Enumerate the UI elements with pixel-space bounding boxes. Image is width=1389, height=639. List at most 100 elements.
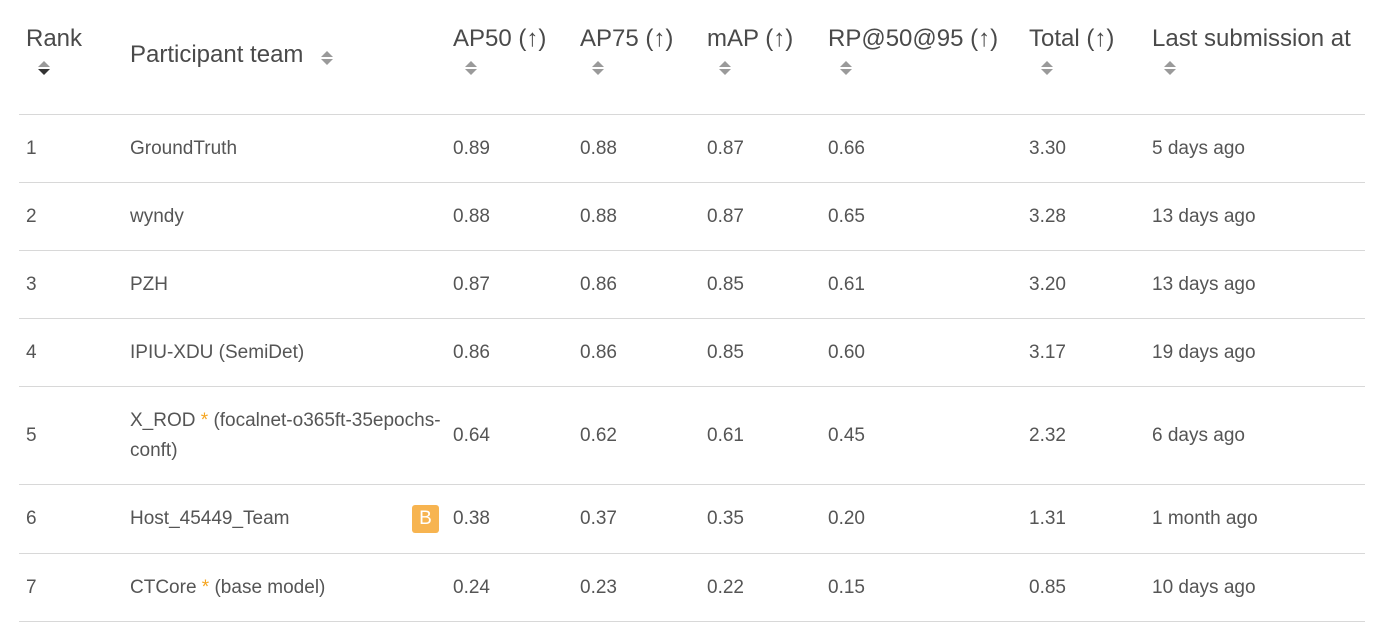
rp-cell: 0.15 — [821, 553, 1022, 622]
map-cell: 0.61 — [700, 386, 821, 485]
column-header-rp[interactable]: RP@50@95 (↑) — [821, 0, 1022, 115]
sort-icon[interactable] — [321, 50, 334, 66]
sort-icon[interactable] — [1041, 60, 1053, 76]
ap50-cell: 0.87 — [446, 250, 573, 319]
rp-cell: 0.20 — [821, 484, 1022, 554]
team-note: (base model) — [214, 576, 326, 598]
rp-cell: 0.61 — [821, 250, 1022, 319]
ap75-cell: 0.37 — [573, 484, 700, 554]
column-header-team[interactable]: Participant team — [123, 0, 446, 115]
map-cell: 0.85 — [700, 318, 821, 387]
sort-icon[interactable] — [840, 60, 852, 76]
team-cell: Host_45449_Team B — [123, 484, 446, 554]
team-cell: wyndy — [123, 182, 446, 251]
column-header-label: AP50 (↑) — [453, 25, 547, 52]
column-header-map[interactable]: mAP (↑) — [700, 0, 821, 115]
star-marker: * — [201, 576, 210, 598]
ap75-cell: 0.62 — [573, 386, 700, 485]
team-cell: X_ROD * (focalnet-o365ft-35epochs-conft) — [123, 386, 446, 485]
team-name: PZH — [130, 273, 168, 295]
last-submission-cell: 13 days ago — [1145, 182, 1365, 251]
leaderboard-table: Rank Participant team AP50 (↑) — [19, 0, 1365, 622]
team-name: IPIU-XDU (SemiDet) — [130, 341, 305, 363]
column-header-label: Last submission at — [1152, 25, 1351, 52]
column-header-label: RP@50@95 (↑) — [828, 25, 999, 52]
rp-cell: 0.45 — [821, 386, 1022, 485]
star-marker: * — [200, 409, 209, 431]
column-header-ap75[interactable]: AP75 (↑) — [573, 0, 700, 115]
ap75-cell: 0.88 — [573, 114, 700, 183]
leaderboard: Rank Participant team AP50 (↑) — [19, 0, 1365, 622]
last-submission-cell: 6 days ago — [1145, 386, 1365, 485]
rank-cell: 2 — [19, 182, 123, 251]
total-cell: 3.30 — [1022, 114, 1145, 183]
ap50-cell: 0.86 — [446, 318, 573, 387]
ap50-cell: 0.38 — [446, 484, 573, 554]
team-cell: CTCore * (base model) — [123, 553, 446, 622]
table-row: 1 GroundTruth 0.89 0.88 0.87 0.66 3.30 5… — [19, 114, 1365, 183]
sort-icon[interactable] — [719, 60, 731, 76]
table-header-row: Rank Participant team AP50 (↑) — [19, 0, 1365, 115]
table-row: 2 wyndy 0.88 0.88 0.87 0.65 3.28 13 days… — [19, 182, 1365, 251]
table-row: 6 Host_45449_Team B 0.38 0.37 0.35 0.20 1… — [19, 484, 1365, 554]
column-header-label: AP75 (↑) — [580, 25, 674, 52]
team-note: (focalnet-o365ft-35epochs-conft) — [130, 409, 441, 461]
column-header-ap50[interactable]: AP50 (↑) — [446, 0, 573, 115]
last-submission-cell: 10 days ago — [1145, 553, 1365, 622]
ap50-cell: 0.88 — [446, 182, 573, 251]
total-cell: 3.17 — [1022, 318, 1145, 387]
column-header-label: Rank — [26, 25, 83, 52]
map-cell: 0.87 — [700, 182, 821, 251]
ap50-cell: 0.64 — [446, 386, 573, 485]
column-header-label: Total (↑) — [1029, 25, 1115, 52]
sort-desc-icon[interactable] — [38, 60, 50, 76]
column-header-last-submission[interactable]: Last submission at — [1145, 0, 1365, 115]
rank-cell: 7 — [19, 553, 123, 622]
rp-cell: 0.66 — [821, 114, 1022, 183]
sort-icon[interactable] — [592, 60, 604, 76]
last-submission-cell: 5 days ago — [1145, 114, 1365, 183]
sort-icon[interactable] — [465, 60, 477, 76]
team-name: GroundTruth — [130, 137, 238, 159]
total-cell: 2.32 — [1022, 386, 1145, 485]
team-name: X_ROD — [130, 409, 196, 431]
team-name: CTCore — [130, 576, 197, 598]
ap50-cell: 0.89 — [446, 114, 573, 183]
team-name: wyndy — [130, 205, 184, 227]
ap75-cell: 0.86 — [573, 318, 700, 387]
last-submission-cell: 1 month ago — [1145, 484, 1365, 554]
total-cell: 0.85 — [1022, 553, 1145, 622]
map-cell: 0.35 — [700, 484, 821, 554]
total-cell: 1.31 — [1022, 484, 1145, 554]
map-cell: 0.85 — [700, 250, 821, 319]
map-cell: 0.87 — [700, 114, 821, 183]
baseline-badge: B — [412, 505, 439, 533]
column-header-rank[interactable]: Rank — [19, 0, 123, 115]
table-row: 5 X_ROD * (focalnet-o365ft-35epochs-conf… — [19, 386, 1365, 485]
team-cell: IPIU-XDU (SemiDet) — [123, 318, 446, 387]
ap75-cell: 0.88 — [573, 182, 700, 251]
table-row: 3 PZH 0.87 0.86 0.85 0.61 3.20 13 days a… — [19, 250, 1365, 319]
team-cell: GroundTruth — [123, 114, 446, 183]
column-header-total[interactable]: Total (↑) — [1022, 0, 1145, 115]
rp-cell: 0.60 — [821, 318, 1022, 387]
rank-cell: 4 — [19, 318, 123, 387]
sort-icon[interactable] — [1164, 60, 1176, 76]
rp-cell: 0.65 — [821, 182, 1022, 251]
ap75-cell: 0.23 — [573, 553, 700, 622]
rank-cell: 6 — [19, 484, 123, 554]
table-row: 4 IPIU-XDU (SemiDet) 0.86 0.86 0.85 0.60… — [19, 318, 1365, 387]
rank-cell: 5 — [19, 386, 123, 485]
last-submission-cell: 13 days ago — [1145, 250, 1365, 319]
map-cell: 0.22 — [700, 553, 821, 622]
rank-cell: 3 — [19, 250, 123, 319]
ap50-cell: 0.24 — [446, 553, 573, 622]
table-row: 7 CTCore * (base model) 0.24 0.23 0.22 0… — [19, 553, 1365, 622]
last-submission-cell: 19 days ago — [1145, 318, 1365, 387]
column-header-label: Participant team — [130, 41, 304, 68]
column-header-label: mAP (↑) — [707, 25, 794, 52]
rank-cell: 1 — [19, 114, 123, 183]
ap75-cell: 0.86 — [573, 250, 700, 319]
total-cell: 3.28 — [1022, 182, 1145, 251]
team-cell: PZH — [123, 250, 446, 319]
